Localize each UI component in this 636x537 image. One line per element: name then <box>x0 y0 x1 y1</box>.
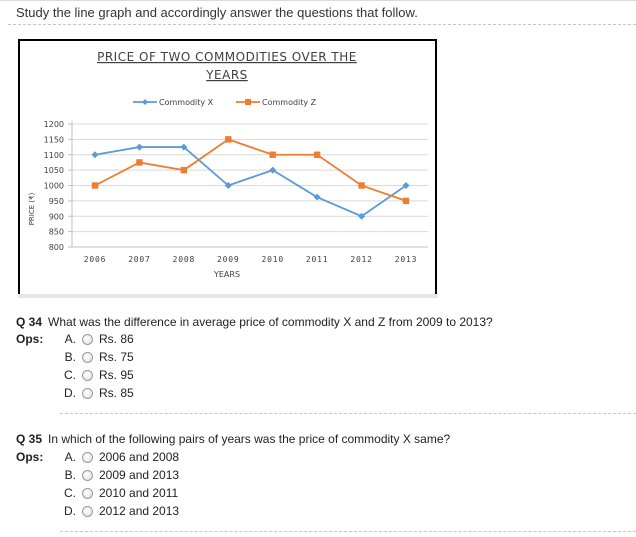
series-line-2 <box>94 138 407 202</box>
option-text: Rs. 95 <box>99 368 134 382</box>
x-tick-label: 2009 <box>217 255 239 264</box>
legend-label: Commodity X <box>159 98 214 107</box>
y-tick-label: 900 <box>49 212 64 221</box>
radio-button[interactable] <box>82 387 93 399</box>
option-text: Rs. 85 <box>99 386 134 400</box>
data-point <box>313 193 321 201</box>
x-tick-label: 2011 <box>306 255 328 264</box>
radio-button[interactable] <box>82 351 93 363</box>
line-chart: PRICE OF TWO COMMODITIES OVER THE YEARS … <box>18 39 437 296</box>
q34-option-c[interactable]: C. Rs. 95 <box>50 367 134 383</box>
data-point <box>313 151 321 158</box>
divider <box>8 24 636 25</box>
data-point <box>269 166 277 174</box>
data-point <box>402 197 410 205</box>
chart-title-line1: PRICE OF TWO COMMODITIES OVER THE <box>97 50 357 64</box>
q34-option-b[interactable]: B. Rs. 75 <box>50 349 134 365</box>
y-tick-label: 850 <box>49 228 64 237</box>
chart-grid <box>72 123 428 248</box>
y-tick-label: 1050 <box>44 166 64 175</box>
option-letter: C. <box>64 368 76 382</box>
series-line-1 <box>94 146 407 218</box>
data-point <box>91 182 99 189</box>
option-letter: A. <box>64 450 76 464</box>
q34-option-a[interactable]: A. Rs. 86 <box>50 331 134 347</box>
data-point <box>180 166 188 174</box>
question-text: What was the difference in average price… <box>48 315 493 329</box>
chart-series <box>91 136 410 220</box>
question-35: Q 35 In which of the following pairs of y… <box>16 432 450 446</box>
radio-button[interactable] <box>82 505 93 517</box>
data-point <box>91 151 99 159</box>
y-tick-label: 1100 <box>44 151 64 160</box>
question-number: Q 34 <box>16 315 43 329</box>
radio-button[interactable] <box>82 451 93 463</box>
data-point <box>225 136 232 143</box>
option-letter: D. <box>64 504 76 518</box>
y-axis: 1200 1150 1100 1050 1000 950 900 850 800 <box>44 120 73 252</box>
radio-button[interactable] <box>82 333 93 345</box>
question-text: In which of the following pairs of years… <box>48 432 451 446</box>
radio-button[interactable] <box>82 369 93 381</box>
q35-option-d[interactable]: D. 2012 and 2013 <box>50 503 179 519</box>
ops-label: Ops: <box>16 450 44 464</box>
radio-button[interactable] <box>82 469 93 481</box>
data-point <box>180 143 188 151</box>
chart-shadow <box>18 294 438 298</box>
data-point <box>136 159 143 166</box>
option-text: 2010 and 2011 <box>99 486 179 500</box>
x-tick-label: 2013 <box>395 255 417 264</box>
question-number: Q 35 <box>16 432 43 446</box>
option-text: 2012 and 2013 <box>99 504 180 518</box>
divider <box>60 531 636 532</box>
y-tick-label: 1150 <box>44 135 64 144</box>
data-point <box>269 151 276 158</box>
option-letter: B. <box>64 468 76 482</box>
y-tick-label: 1200 <box>44 120 64 129</box>
q35-option-a[interactable]: A. 2006 and 2008 <box>50 449 179 465</box>
option-letter: A. <box>64 332 76 346</box>
x-tick-label: 2008 <box>173 255 195 264</box>
data-point <box>135 143 143 151</box>
option-text: Rs. 75 <box>99 350 134 364</box>
option-letter: C. <box>64 486 76 500</box>
x-tick-label: 2007 <box>128 255 150 264</box>
data-point <box>402 182 410 189</box>
option-letter: B. <box>64 350 76 364</box>
legend-label: Commodity Z <box>262 98 317 107</box>
chart-canvas: PRICE OF TWO COMMODITIES OVER THE YEARS … <box>28 50 428 279</box>
option-text: 2006 and 2008 <box>99 450 180 464</box>
chart-title-line2: YEARS <box>205 68 248 82</box>
option-text: Rs. 86 <box>99 332 134 346</box>
instructions-text: Study the line graph and accordingly ans… <box>16 5 418 20</box>
legend-marker <box>142 99 148 105</box>
x-tick-label: 2012 <box>350 255 372 264</box>
x-tick-label: 2010 <box>261 255 283 264</box>
q34-option-d[interactable]: D. Rs. 85 <box>50 385 134 401</box>
option-letter: D. <box>64 386 76 400</box>
q35-option-b[interactable]: B. 2009 and 2013 <box>50 467 179 483</box>
radio-button[interactable] <box>82 487 93 499</box>
q35-option-c[interactable]: C. 2010 and 2011 <box>50 485 178 501</box>
data-point <box>358 212 366 220</box>
x-tick-label: 2006 <box>84 255 106 264</box>
top-border <box>0 0 636 1</box>
x-axis: 2006 2007 2008 2009 2010 2011 2012 2013 <box>72 246 428 264</box>
y-axis-label: PRICE (₹) <box>28 192 36 225</box>
ops-label: Ops: <box>16 332 44 346</box>
data-point <box>358 182 365 189</box>
option-text: 2009 and 2013 <box>99 468 180 482</box>
y-tick-label: 800 <box>49 243 64 252</box>
divider <box>60 413 636 414</box>
y-tick-label: 1000 <box>44 182 64 191</box>
question-34: Q 34 What was the difference in average p… <box>16 315 493 329</box>
data-point <box>224 182 232 189</box>
chart-legend: Commodity X Commodity Z <box>133 98 317 107</box>
legend-marker <box>245 99 251 105</box>
x-axis-label: YEARS <box>213 270 240 279</box>
y-tick-label: 950 <box>49 197 64 206</box>
